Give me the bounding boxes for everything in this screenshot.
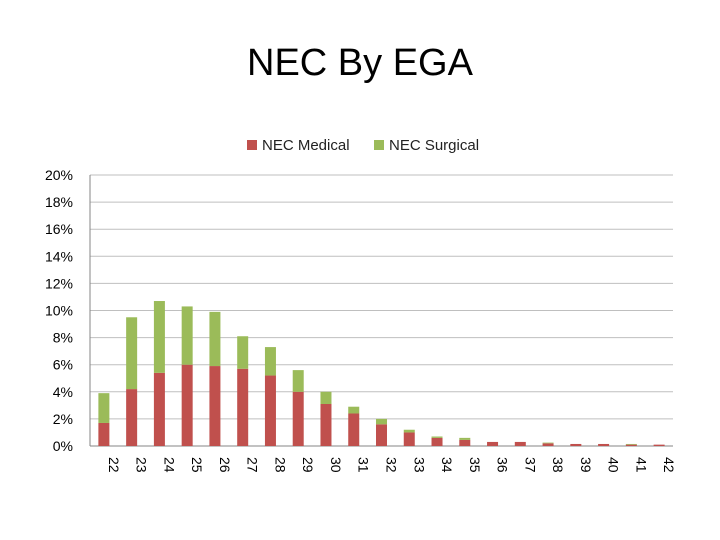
legend-label-nec-medical: NEC Medical xyxy=(262,137,350,154)
bar-nec-medical xyxy=(153,372,165,446)
bar-nec-surgical xyxy=(348,406,360,414)
x-tick-label: 32 xyxy=(384,457,400,473)
y-tick-label: 16% xyxy=(45,221,73,237)
y-tick-label: 4% xyxy=(53,384,73,400)
bar-nec-medical xyxy=(320,403,332,446)
bars xyxy=(98,301,665,446)
x-tick-label: 39 xyxy=(578,457,594,473)
x-tick-label: 38 xyxy=(550,457,566,473)
bar-nec-surgical xyxy=(320,391,332,404)
bar-nec-medical xyxy=(570,443,582,446)
bar-nec-surgical xyxy=(98,393,110,423)
x-tick-label: 23 xyxy=(134,457,150,473)
bar-nec-surgical xyxy=(209,311,221,367)
bar-nec-medical xyxy=(292,391,304,446)
bar-nec-surgical xyxy=(625,443,637,445)
y-tick-label: 6% xyxy=(53,357,73,373)
x-tick-label: 24 xyxy=(161,457,177,473)
bar-nec-medical xyxy=(181,364,193,446)
legend-label-nec-surgical: NEC Surgical xyxy=(389,137,479,154)
bar-nec-surgical xyxy=(431,436,443,438)
bar-nec-medical xyxy=(653,444,665,446)
bar-nec-medical xyxy=(264,375,276,446)
x-tick-label: 33 xyxy=(411,457,427,473)
bar-nec-medical xyxy=(431,437,443,446)
bar-nec-medical xyxy=(487,441,499,446)
y-tick-label: 14% xyxy=(45,248,73,264)
x-tick-label: 41 xyxy=(633,457,649,473)
x-tick-label: 40 xyxy=(606,457,622,473)
y-tick-label: 20% xyxy=(45,167,73,183)
x-tick-label: 37 xyxy=(522,457,538,473)
y-tick-label: 2% xyxy=(53,411,73,427)
bar-nec-surgical xyxy=(181,306,193,365)
bar-nec-surgical xyxy=(126,317,138,390)
bar-nec-medical xyxy=(126,389,138,446)
bar-nec-surgical xyxy=(292,370,304,392)
x-tick-label: 29 xyxy=(300,457,316,473)
bar-nec-surgical xyxy=(459,437,471,440)
x-tick-label: 36 xyxy=(495,457,511,473)
bar-nec-medical xyxy=(598,443,610,446)
bar-nec-medical xyxy=(542,443,554,446)
legend-swatch-nec-medical xyxy=(247,140,257,150)
y-tick-label: 18% xyxy=(45,194,73,210)
bar-nec-medical xyxy=(625,444,637,446)
bar-nec-medical xyxy=(376,424,387,446)
x-tick-label: 28 xyxy=(272,457,288,473)
gridlines xyxy=(89,174,673,447)
x-tick-label: 25 xyxy=(189,457,205,473)
bar-nec-medical xyxy=(459,439,471,446)
bar-nec-surgical xyxy=(376,418,387,425)
y-axis-ticks: 0% 2% 4% 6% 8% 10% 12% 14% 16% 18% 20% xyxy=(45,167,73,454)
x-tick-label: 34 xyxy=(439,457,455,473)
y-tick-label: 0% xyxy=(53,438,73,454)
bar-nec-medical xyxy=(98,422,110,446)
y-tick-label: 8% xyxy=(53,330,73,346)
chart-legend: NEC Medical NEC Surgical xyxy=(247,137,479,154)
bar-nec-surgical xyxy=(264,347,276,376)
y-tick-label: 12% xyxy=(45,275,73,291)
x-tick-label: 26 xyxy=(217,457,233,473)
bar-nec-surgical xyxy=(403,429,415,433)
bar-nec-surgical xyxy=(237,336,249,369)
bar-nec-medical xyxy=(237,368,249,446)
x-tick-label: 31 xyxy=(356,457,372,473)
bar-nec-medical xyxy=(209,366,221,446)
y-tick-label: 10% xyxy=(45,303,73,319)
x-tick-label: 35 xyxy=(467,457,483,473)
bar-nec-surgical xyxy=(542,442,554,444)
x-axis-ticks: 22 23 24 25 26 27 28 29 30 31 32 33 34 35 36 37 38 39 40 41… xyxy=(106,457,677,473)
legend-swatch-nec-surgical xyxy=(374,140,384,150)
bar-nec-medical xyxy=(514,441,526,446)
x-tick-label: 42 xyxy=(661,457,677,473)
bar-nec-surgical xyxy=(153,301,165,373)
x-tick-label: 27 xyxy=(245,457,261,473)
slide-title: NEC By EGA xyxy=(247,42,473,84)
x-tick-label: 30 xyxy=(328,457,344,473)
x-tick-label: 22 xyxy=(106,457,122,473)
bar-nec-medical xyxy=(403,432,415,446)
bar-nec-medical xyxy=(348,413,360,446)
